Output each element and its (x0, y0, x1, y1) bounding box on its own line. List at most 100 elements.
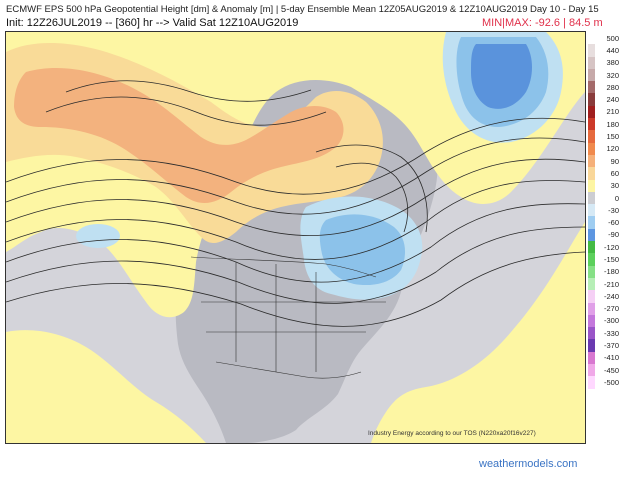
scale-label: -300 (603, 316, 619, 326)
scale-label: 0 (614, 193, 619, 203)
scale-swatch (588, 339, 595, 352)
scale-label: -60 (608, 218, 619, 228)
scale-label: 500 (606, 33, 619, 43)
copyright-note: Industry Energy according to our TOS (N2… (368, 430, 536, 437)
anomaly-pos90-core (14, 67, 344, 204)
scale-row: -30 (588, 204, 622, 217)
scale-label: 210 (606, 107, 619, 117)
chart-title: ECMWF EPS 500 hPa Geopotential Height [d… (6, 4, 528, 15)
scale-swatch (588, 253, 595, 266)
scale-swatch (588, 56, 595, 69)
scale-swatch (588, 327, 595, 340)
scale-label: 120 (606, 144, 619, 154)
scale-swatch (588, 351, 595, 365)
scale-label: 380 (606, 58, 619, 68)
scale-row: 90 (588, 154, 622, 168)
color-scale: 500 440 380 320 280 240 210 180 150 120 90 60 30 0 -30… (588, 32, 622, 389)
anomaly-neg30-pacific (76, 224, 120, 248)
scale-swatch (588, 290, 595, 303)
scale-swatch (588, 179, 595, 192)
scale-row: -270 (588, 302, 622, 315)
scale-row: -210 (588, 277, 622, 291)
scale-row: -450 (588, 364, 622, 377)
scale-swatch (588, 118, 595, 131)
scale-label: 280 (606, 82, 619, 92)
scale-label: 60 (610, 168, 619, 178)
scale-label: 90 (610, 156, 619, 166)
anomaly-pos30-south (6, 330, 206, 443)
scale-label: -180 (603, 267, 619, 277)
scale-row: -150 (588, 253, 622, 266)
scale-label: -210 (603, 279, 619, 289)
scale-swatch (588, 191, 595, 205)
scale-row: -500 (588, 376, 622, 389)
scale-label: 150 (606, 132, 619, 142)
scale-swatch (588, 228, 595, 242)
scale-row: -240 (588, 290, 622, 303)
scale-row: -120 (588, 241, 622, 254)
scale-row: 60 (588, 167, 622, 180)
scale-swatch (588, 93, 595, 106)
scale-swatch (588, 68, 595, 82)
scale-row: 30 (588, 179, 622, 192)
scale-swatch (588, 44, 595, 57)
height-contours (6, 80, 585, 327)
scale-swatch (588, 277, 595, 291)
scale-label: -150 (603, 254, 619, 264)
anomaly-neg90-atlantic (471, 44, 532, 109)
scale-label: -450 (603, 365, 619, 375)
anomaly-map[interactable] (5, 31, 586, 444)
scale-row: 240 (588, 93, 622, 106)
brand-link[interactable]: weathermodels.com (479, 458, 578, 470)
scale-label: -240 (603, 291, 619, 301)
scale-label: -30 (608, 205, 619, 215)
scale-swatch (588, 154, 595, 168)
scale-swatch (588, 302, 595, 315)
scale-row: -180 (588, 265, 622, 278)
scale-row: 280 (588, 81, 622, 94)
title-line1: ECMWF EPS 500 hPa Geopotential Height [d… (6, 4, 528, 15)
scale-label: 320 (606, 70, 619, 80)
scale-row: 210 (588, 105, 622, 119)
scale-row: 150 (588, 130, 622, 143)
scale-label: -500 (603, 377, 619, 387)
min-max-readout: MIN|MAX: -92.6 | 84.5 m (482, 17, 603, 29)
forecast-period: Day 10 - Day 15 (530, 4, 599, 15)
scale-row: -410 (588, 351, 622, 365)
scale-row: 120 (588, 142, 622, 155)
scale-row: 500 (588, 32, 622, 45)
scale-label: -90 (608, 230, 619, 240)
scale-label: 240 (606, 95, 619, 105)
scale-row: -330 (588, 327, 622, 340)
scale-row: -60 (588, 216, 622, 229)
scale-swatch (588, 241, 595, 254)
scale-swatch (588, 364, 595, 377)
init-valid-line: Init: 12Z26JUL2019 -- [360] hr --> Valid… (6, 17, 299, 29)
scale-label: -270 (603, 304, 619, 314)
scale-row: 0 (588, 191, 622, 205)
scale-swatch (588, 32, 595, 45)
anomaly-pos30-atlantic (371, 222, 585, 443)
scale-swatch (588, 130, 595, 143)
scale-row: 320 (588, 68, 622, 82)
scale-row: -370 (588, 339, 622, 352)
scale-swatch (588, 314, 595, 328)
scale-swatch (588, 105, 595, 119)
scale-label: 440 (606, 45, 619, 55)
anomaly-neg60-greatlakes (319, 214, 406, 286)
political-borders (190, 256, 386, 379)
map-canvas (6, 32, 585, 443)
scale-label: 30 (610, 181, 619, 191)
scale-label: -120 (603, 242, 619, 252)
scale-row: -300 (588, 314, 622, 328)
scale-swatch (588, 216, 595, 229)
scale-row: 180 (588, 118, 622, 131)
scale-label: 180 (606, 119, 619, 129)
scale-row: -90 (588, 228, 622, 242)
scale-row: 380 (588, 56, 622, 69)
scale-swatch (588, 142, 595, 155)
scale-swatch (588, 376, 595, 389)
scale-swatch (588, 81, 595, 94)
scale-label: -410 (603, 353, 619, 363)
scale-label: -330 (603, 328, 619, 338)
